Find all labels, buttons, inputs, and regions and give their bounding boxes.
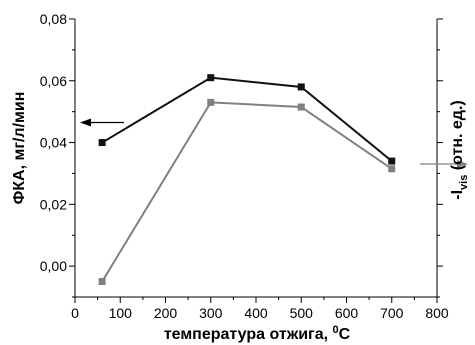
series-right-point [207, 98, 215, 106]
left-axis-arrow [80, 118, 124, 127]
x-tick-label: 600 [335, 305, 359, 321]
x-axis-title-unit: C [339, 326, 351, 343]
y-tick-label: 0,08 [40, 11, 67, 27]
series-left-line [101, 76, 393, 162]
x-tick-label: 800 [425, 305, 449, 321]
series-left-point [207, 74, 215, 82]
right-axis-arrow [420, 160, 468, 168]
x-tick-label: 400 [244, 305, 268, 321]
x-axis-title: температура отжига, 0C [164, 324, 351, 343]
right-axis-title: -Ivis (отн. ед.) [449, 100, 470, 199]
y-axis-title: ФКА, мг/л/мин [11, 92, 28, 205]
y-tick-label: 0,00 [40, 258, 67, 274]
x-tick-label: 100 [109, 305, 133, 321]
axes [74, 19, 438, 298]
series-left-point [98, 139, 106, 147]
series-right-point [98, 278, 106, 286]
x-tick-label: 500 [290, 305, 314, 321]
y-tick-label: 0,04 [40, 135, 67, 151]
series-right-line [101, 101, 393, 283]
right-axis-title-prefix: -I [449, 190, 466, 200]
series-layer [98, 74, 396, 286]
x-tick-label: 700 [380, 305, 404, 321]
y-tick-label: 0,02 [40, 196, 67, 212]
ticks: 0 100 200 300 400 500 600 700 800 0,00 0,02 0,04 0,0… [40, 11, 449, 321]
series-left-point [297, 83, 305, 91]
series-left-point [388, 157, 396, 165]
x-tick-label: 300 [199, 305, 223, 321]
x-tick-label: 200 [154, 305, 178, 321]
right-axis-title-subscript: vis [458, 175, 470, 190]
x-axis-title-superscript: 0 [332, 324, 338, 336]
x-tick-label: 0 [71, 305, 79, 321]
series-right-point [297, 103, 305, 111]
series-right-point [388, 165, 396, 173]
axis-arrows [80, 118, 468, 168]
right-axis-title-suffix: (отн. ед.) [449, 100, 466, 174]
y-tick-label: 0,06 [40, 73, 67, 89]
x-axis-title-text: температура отжига, [164, 326, 333, 343]
